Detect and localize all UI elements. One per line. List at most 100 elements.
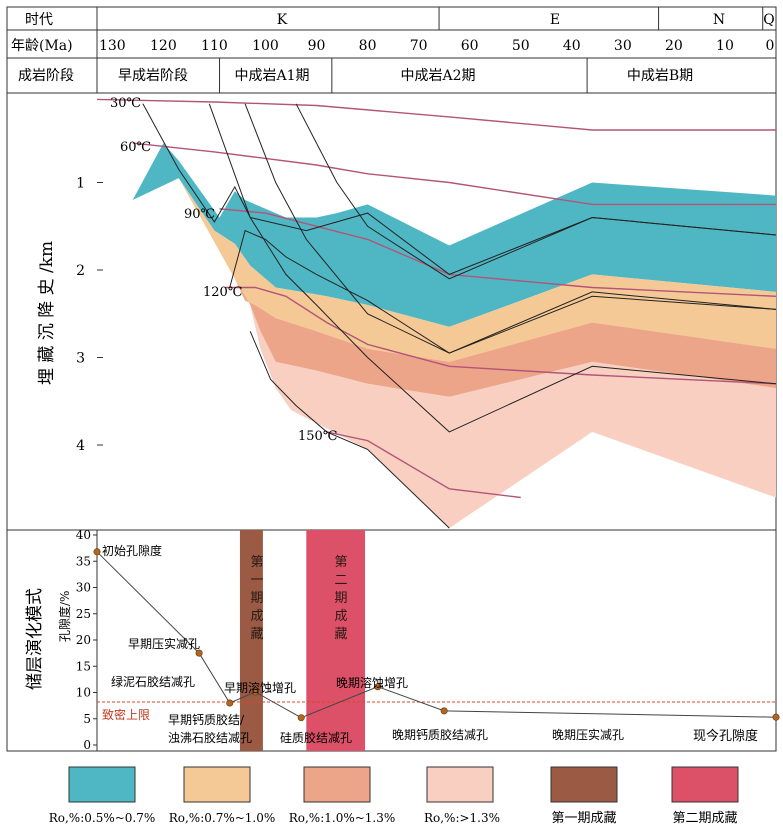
porosity-tick-label-20: 20 <box>76 633 91 647</box>
porosity-tick-label-5: 5 <box>83 712 91 726</box>
era-row-label: 时代 <box>25 12 53 28</box>
age-tick-10: 10 <box>716 38 734 54</box>
depth-tick-label-4: 4 <box>76 438 85 454</box>
porosity-point-5 <box>374 683 382 691</box>
isotherm-label-150: 150℃ <box>298 429 337 444</box>
charge-2-label-line2: 二 <box>334 573 347 588</box>
age-row-label: 年龄(Ma) <box>11 38 73 54</box>
isotherm-label-90: 90℃ <box>184 207 215 222</box>
isotherms <box>96 98 777 499</box>
annotation-chlorite: 绿泥石胶结减孔 <box>111 674 195 689</box>
stage-dividers <box>219 58 588 93</box>
age-tick-100: 100 <box>252 38 279 54</box>
legend-label-ro-4: Ro,%:>1.3% <box>424 811 500 825</box>
annotation-present: 现今孔隙度 <box>693 728 758 744</box>
charge-event-2 <box>306 530 366 751</box>
depth-tick-label-2: 2 <box>76 263 85 279</box>
era-label-e: E <box>550 12 560 28</box>
era-label-q: Q <box>763 12 774 28</box>
legend-label-charge-2: 第二期成藏 <box>672 811 737 826</box>
isotherm-line-1 <box>132 142 776 206</box>
age-tick-40: 40 <box>563 38 581 54</box>
ro-zone-2 <box>178 178 776 362</box>
charge-1-label-line4: 成 <box>250 609 263 624</box>
legend-swatch-ro-1 <box>68 766 136 803</box>
porosity-curve <box>96 551 777 719</box>
porosity-point-0 <box>93 548 101 556</box>
age-tick-50: 50 <box>512 38 530 54</box>
isotherm-line-2 <box>219 208 777 297</box>
charge-1-label-line3: 期 <box>250 591 263 606</box>
legend-swatch-charge-2 <box>671 766 739 803</box>
charge-2-label-line3: 期 <box>334 591 347 606</box>
porosity-point-2 <box>226 699 234 707</box>
isotherm-label-60: 60℃ <box>120 140 151 155</box>
tight-limit-label: 致密上限 <box>102 707 150 722</box>
stratum-lines <box>142 103 777 529</box>
legend-label-ro-3: Ro,%:1.0%~1.3% <box>289 811 396 825</box>
porosity-tick-label-10: 10 <box>76 686 91 700</box>
age-tick-120: 120 <box>150 38 177 54</box>
annotation-initial: 初始孔隙度 <box>102 543 162 558</box>
ro-zone-4 <box>250 305 776 529</box>
porosity-ylabel: 孔隙度/% <box>57 591 72 642</box>
charge-2-label-line1: 第 <box>334 555 347 570</box>
age-tick-130: 130 <box>99 38 126 54</box>
age-tick-80: 80 <box>359 38 377 54</box>
porosity-points <box>93 548 780 722</box>
era-label-n: N <box>713 12 725 28</box>
annotation-early-compaction: 早期压实减孔 <box>128 636 200 651</box>
legend: Ro,%:0.5%~0.7% Ro,%:0.7%~1.0% Ro,%:1.0%~… <box>49 766 739 826</box>
age-tick-60: 60 <box>461 38 479 54</box>
porosity-tick-label-25: 25 <box>76 607 91 621</box>
legend-label-charge-1: 第一期成藏 <box>551 811 616 826</box>
charge-1-label-line1: 第 <box>250 555 263 570</box>
stratum-line-1 <box>208 103 777 433</box>
legend-label-ro-2: Ro,%:0.7%~1.0% <box>169 811 276 825</box>
stratum-line-5 <box>249 331 450 529</box>
charge-1-label-line5: 藏 <box>250 627 263 642</box>
isotherm-label-30: 30℃ <box>110 96 141 111</box>
porosity-tick-label-40: 40 <box>76 528 91 542</box>
porosity-point-6 <box>440 707 448 715</box>
stratum-line-0 <box>142 103 777 275</box>
porosity-tick-label-0: 0 <box>83 738 91 752</box>
depth-tick-label-3: 3 <box>76 351 85 367</box>
porosity-axis: 0 5 10 15 20 25 30 35 40 <box>76 528 98 752</box>
legend-swatch-ro-3 <box>303 766 371 803</box>
annotation-siliceous: 硅质胶结减孔 <box>280 730 352 745</box>
stage-row-label: 成岩阶段 <box>18 68 74 84</box>
stratum-line-2 <box>244 103 777 354</box>
annotation-early-calcite-2: 浊沸石胶结减孔 <box>168 730 252 745</box>
legend-label-ro-1: Ro,%:0.5%~0.7% <box>49 811 156 825</box>
porosity-point-7 <box>772 713 780 721</box>
porosity-tick-label-30: 30 <box>76 581 91 595</box>
isotherm-label-120: 120℃ <box>203 285 242 300</box>
ro-zone-1 <box>132 143 776 327</box>
depth-tick-label-1: 1 <box>76 176 85 192</box>
stage-label-b: 中成岩B期 <box>627 68 693 84</box>
ro-zone-3 <box>234 278 777 397</box>
stage-label-early: 早成岩阶段 <box>118 68 188 84</box>
isotherm-line-0 <box>96 98 776 131</box>
legend-swatch-ro-4 <box>426 766 494 803</box>
age-tick-labels: 130 120 110 100 90 80 70 60 50 40 30 20 10 0 <box>99 38 775 54</box>
legend-swatch-charge-1 <box>550 766 618 803</box>
legend-swatch-ro-2 <box>183 766 251 803</box>
age-tick-0: 0 <box>766 38 775 54</box>
annotation-late-dissolution: 晚期溶蚀增孔 <box>336 675 408 690</box>
header-table <box>6 6 777 752</box>
age-tick-30: 30 <box>614 38 632 54</box>
charge-2-label-line5: 藏 <box>334 627 347 642</box>
isotherm-line-3 <box>224 286 777 385</box>
porosity-point-1 <box>195 649 203 657</box>
annotation-early-dissolution: 早期溶蚀增孔 <box>224 680 296 695</box>
era-label-k: K <box>277 12 288 28</box>
stage-label-a2: 中成岩A2期 <box>400 68 475 84</box>
depth-axis-ticks: 1 2 3 4 <box>76 176 103 454</box>
ro-zones <box>132 143 777 529</box>
porosity-point-3 <box>251 688 259 696</box>
burial-ylabel: 埋 藏 沉 降 史 /km <box>37 241 57 385</box>
stratum-line-4 <box>229 229 777 354</box>
